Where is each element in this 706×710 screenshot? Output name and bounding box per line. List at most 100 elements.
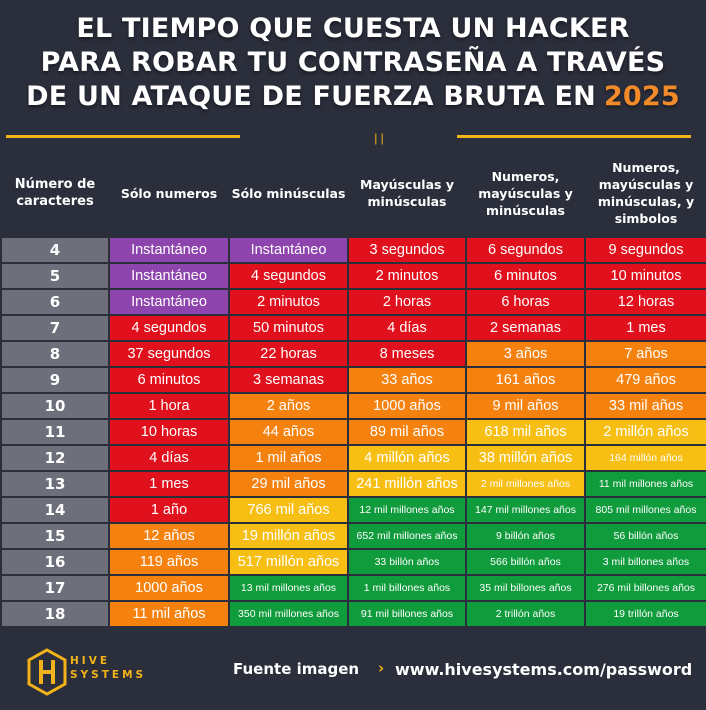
table-row: 6 Instantáneo 2 minutos 2 horas 6 horas 12 ho… <box>0 288 706 316</box>
title-year: 2025 <box>603 81 680 112</box>
header-only-numbers: Sólo numeros <box>120 185 218 201</box>
time-cell: 3 semanas <box>228 366 349 394</box>
time-cell: 1000 años <box>108 574 230 602</box>
time-cell: 91 mil billones años <box>347 600 467 628</box>
row-char-count: 11 <box>0 418 110 446</box>
time-cell: 33 años <box>347 366 467 394</box>
time-cell: 38 millón años <box>465 444 586 472</box>
time-cell: 12 mil millones años <box>347 496 467 524</box>
header-num-chars: Número de caracteres <box>14 177 96 209</box>
table-row: 15 12 años 19 millón años 652 mil millones … <box>0 522 706 550</box>
time-cell: 479 años <box>584 366 706 394</box>
table-row: 4 Instantáneo Instantáneo 3 segundos 6 segun… <box>0 236 706 264</box>
time-cell: 89 mil años <box>347 418 467 446</box>
title-line-2: PARA ROBAR TU CONTRASEÑA A TRAVÉS <box>40 47 666 78</box>
row-char-count: 5 <box>0 262 110 290</box>
row-char-count: 16 <box>0 548 110 576</box>
password-time-table: Número de caracteres Sólo numeros Sólo m… <box>0 150 706 628</box>
row-char-count: 12 <box>0 444 110 472</box>
row-char-count: 8 <box>0 340 110 368</box>
table-row: 14 1 año 766 mil años 12 mil millones años 1… <box>0 496 706 524</box>
time-cell: 3 mil billones años <box>584 548 706 576</box>
time-cell: 10 minutos <box>584 262 706 290</box>
time-cell: 10 horas <box>108 418 230 446</box>
time-cell: 1 mes <box>108 470 230 498</box>
header-num-upper-lower: Numeros, mayúsculas y minúsculas <box>478 168 573 218</box>
time-cell: 652 mil millones años <box>347 522 467 550</box>
hive-systems-logo-icon <box>27 648 67 696</box>
title-line-3: DE UN ATAQUE DE FUERZA BRUTA EN 2025 <box>0 80 706 114</box>
time-cell: 2 horas <box>347 288 467 316</box>
time-cell: 37 segundos <box>108 340 230 368</box>
divider-left <box>6 135 240 138</box>
time-cell: 19 millón años <box>228 522 349 550</box>
source-label: Fuente imagen <box>233 660 360 678</box>
time-cell: 6 minutos <box>108 366 230 394</box>
time-cell: 6 horas <box>465 288 586 316</box>
table-row: 17 1000 años 13 mil millones años 1 mil bil… <box>0 574 706 602</box>
table-row: 10 1 hora 2 años 1000 años 9 mil años 33 mil … <box>0 392 706 420</box>
row-char-count: 9 <box>0 366 110 394</box>
time-cell: 766 mil años <box>228 496 349 524</box>
time-cell: 147 mil millones años <box>465 496 586 524</box>
row-char-count: 17 <box>0 574 110 602</box>
time-cell: 12 años <box>108 522 230 550</box>
time-cell: 29 mil años <box>228 470 349 498</box>
time-cell: 44 años <box>228 418 349 446</box>
source-url-link[interactable]: www.hivesystems.com/password <box>395 660 693 679</box>
row-char-count: 6 <box>0 288 110 316</box>
time-cell: 35 mil billones años <box>465 574 586 602</box>
time-cell: 13 mil millones años <box>228 574 349 602</box>
time-cell: 241 millón años <box>347 470 467 498</box>
title-line-1: EL TIEMPO QUE CUESTA UN HACKER <box>76 13 630 44</box>
table-row: 11 10 horas 44 años 89 mil años 618 mil años… <box>0 418 706 446</box>
header-upper-lower: Mayúsculas y minúsculas <box>360 177 454 209</box>
page-title: EL TIEMPO QUE CUESTA UN HACKER PARA ROBA… <box>0 12 706 114</box>
time-cell: 4 días <box>347 314 467 342</box>
divider-right <box>457 135 691 138</box>
row-char-count: 10 <box>0 392 110 420</box>
time-cell: 3 segundos <box>347 236 467 264</box>
time-cell: 33 billón años <box>347 548 467 576</box>
time-cell: 9 billón años <box>465 522 586 550</box>
time-cell: 7 años <box>584 340 706 368</box>
time-cell: 2 millón años <box>584 418 706 446</box>
time-cell: 805 mil millones años <box>584 496 706 524</box>
time-cell: 12 horas <box>584 288 706 316</box>
time-cell: 11 mil millones años <box>584 470 706 498</box>
time-cell: 1 año <box>108 496 230 524</box>
table-row: 12 4 días 1 mil años 4 millón años 38 millón… <box>0 444 706 472</box>
time-cell: 6 segundos <box>465 236 586 264</box>
table-row: 16 119 años 517 millón años 33 billón años 5… <box>0 548 706 576</box>
time-cell: 164 millón años <box>584 444 706 472</box>
time-cell: 1000 años <box>347 392 467 420</box>
table-row: 8 37 segundos 22 horas 8 meses 3 años 7 años <box>0 340 706 368</box>
time-cell: Instantáneo <box>108 288 230 316</box>
time-cell: 1 mil billones años <box>347 574 467 602</box>
time-cell: 56 billón años <box>584 522 706 550</box>
time-cell: 11 mil años <box>108 600 230 628</box>
time-cell: 4 segundos <box>108 314 230 342</box>
footer: HIVE SYSTEMS Fuente imagen › www.hivesys… <box>0 640 706 710</box>
time-cell: 2 años <box>228 392 349 420</box>
time-cell: 119 años <box>108 548 230 576</box>
row-char-count: 14 <box>0 496 110 524</box>
row-char-count: 18 <box>0 600 110 628</box>
logo-text-line-1: HIVE <box>70 655 110 667</box>
time-cell: 4 días <box>108 444 230 472</box>
time-cell: 4 segundos <box>228 262 349 290</box>
row-char-count: 15 <box>0 522 110 550</box>
logo-text-line-2: SYSTEMS <box>70 669 147 681</box>
table-row: 18 11 mil años 350 mil millones años 91 mil… <box>0 600 706 628</box>
time-cell: 566 billón años <box>465 548 586 576</box>
time-cell: 618 mil años <box>465 418 586 446</box>
chevron-right-icon: › <box>378 659 385 677</box>
time-cell: 2 mil millones años <box>465 470 586 498</box>
time-cell: 2 minutos <box>228 288 349 316</box>
time-cell: 9 segundos <box>584 236 706 264</box>
time-cell: 9 mil años <box>465 392 586 420</box>
logo-text: HIVE SYSTEMS <box>70 654 146 682</box>
row-char-count: 4 <box>0 236 110 264</box>
